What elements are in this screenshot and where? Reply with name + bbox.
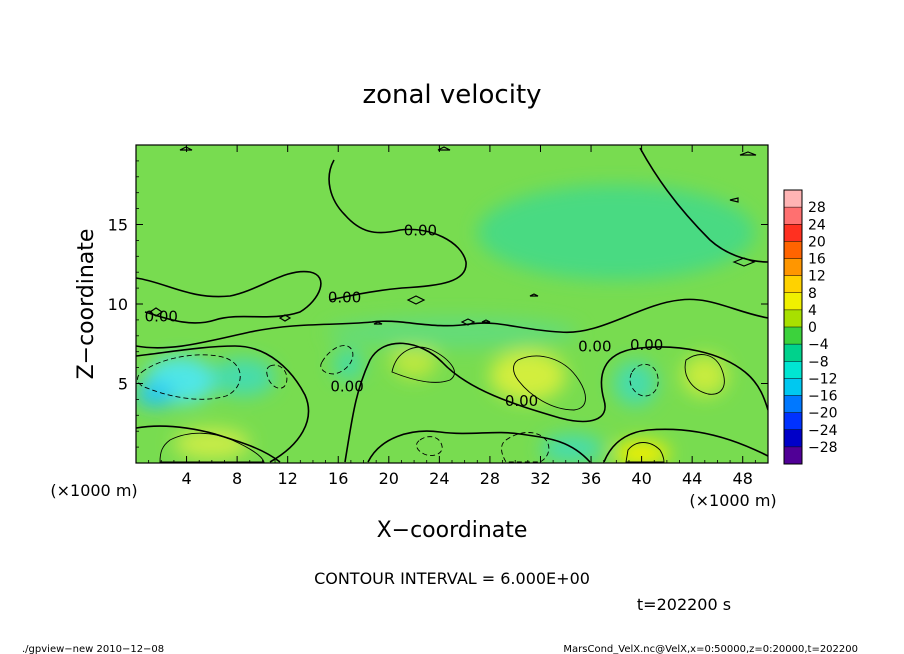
y-axis-label: Z−coordinate <box>74 229 99 380</box>
x-tick-label-4: 4 <box>181 469 191 488</box>
colorbar-label-13: −24 <box>808 423 838 439</box>
colorbar-label-10: −12 <box>808 371 838 387</box>
colorbar-segment-2 <box>784 241 802 258</box>
x-tick-label-44: 44 <box>682 469 702 488</box>
plot-area: 0.00 0.00 0.00 0.00 0.00 0.00 0.00 <box>136 145 768 466</box>
colorbar-label-11: −16 <box>808 389 838 405</box>
field-blob-2 <box>333 349 363 381</box>
colorbar-segment-11 <box>784 396 802 413</box>
contour-label-3: 0.00 <box>578 338 611 356</box>
x-axis-label: X−coordinate <box>377 518 528 543</box>
footer-right-label: MarsCond_VelX.nc@VelX,x=0:50000,z=0:2000… <box>563 644 858 654</box>
colorbar: 282420 1612840−4−8−12 −16−20−24−28 <box>784 190 838 464</box>
colorbar-segment-6 <box>784 310 802 327</box>
colorbar-segment-top <box>784 190 802 207</box>
time-label: t=202200 s <box>637 595 731 614</box>
colorbar-label-0: 28 <box>808 200 826 216</box>
colorbar-label-3: 16 <box>808 252 826 268</box>
colorbar-segment-9 <box>784 361 802 378</box>
contour-label-1: 0.00 <box>328 288 361 306</box>
field-blob-7 <box>614 361 657 406</box>
field-blob-6 <box>682 355 728 396</box>
x-unit-label-right: (×1000 m) <box>689 491 776 510</box>
y-tick-label-10: 10 <box>108 295 128 314</box>
colorbar-label-6: 4 <box>808 303 817 319</box>
contour-interval-label: CONTOUR INTERVAL = 6.000E+00 <box>314 569 590 588</box>
colorbar-segment-5 <box>784 293 802 310</box>
footer-left-label: ./gpview−new 2010−12−08 <box>22 644 164 654</box>
x-unit-label-left: (×1000 m) <box>50 481 137 500</box>
colorbar-segment-14 <box>784 447 802 464</box>
y-tick-label-15: 15 <box>108 216 128 235</box>
contour-label-0: 0.00 <box>404 222 437 240</box>
contour-label-6: 0.00 <box>505 392 538 410</box>
contour-label-4: 0.00 <box>630 336 663 354</box>
colorbar-segment-8 <box>784 344 802 361</box>
contour-label-2: 0.00 <box>145 307 178 325</box>
colorbar-segment-12 <box>784 413 802 430</box>
colorbar-segment-10 <box>784 378 802 395</box>
colorbar-label-8: −4 <box>808 337 829 353</box>
field-blob-11 <box>477 185 755 280</box>
x-tick-label-20: 20 <box>379 469 399 488</box>
colorbar-segment-7 <box>784 327 802 344</box>
colorbar-label-9: −8 <box>808 354 829 370</box>
colorbar-label-5: 8 <box>808 286 817 302</box>
colorbar-segment-4 <box>784 276 802 293</box>
colorbar-label-2: 20 <box>808 234 826 250</box>
colorbar-label-12: −20 <box>808 406 838 422</box>
colorbar-segment-13 <box>784 430 802 447</box>
x-tick-label-28: 28 <box>480 469 500 488</box>
colorbar-segment-0 <box>784 207 802 224</box>
x-tick-label-24: 24 <box>429 469 449 488</box>
x-tick-label-12: 12 <box>278 469 298 488</box>
colorbar-label-7: 0 <box>808 320 817 336</box>
colorbar-label-14: −28 <box>808 440 838 456</box>
y-tick-label-5: 5 <box>118 375 128 394</box>
x-tick-label-40: 40 <box>631 469 651 488</box>
contour-label-5: 0.00 <box>330 377 363 395</box>
field-blob-3 <box>212 358 275 396</box>
x-tick-label-16: 16 <box>328 469 348 488</box>
colorbar-label-4: 12 <box>808 269 826 285</box>
chart-title: zonal velocity <box>362 80 541 110</box>
x-tick-label-32: 32 <box>530 469 550 488</box>
field-blob-12 <box>326 317 579 349</box>
colorbar-label-1: 24 <box>808 217 826 233</box>
colorbar-segment-3 <box>784 259 802 276</box>
x-tick-label-48: 48 <box>733 469 753 488</box>
x-tick-label-36: 36 <box>581 469 601 488</box>
x-tick-label-8: 8 <box>232 469 242 488</box>
colorbar-segment-1 <box>784 224 802 241</box>
